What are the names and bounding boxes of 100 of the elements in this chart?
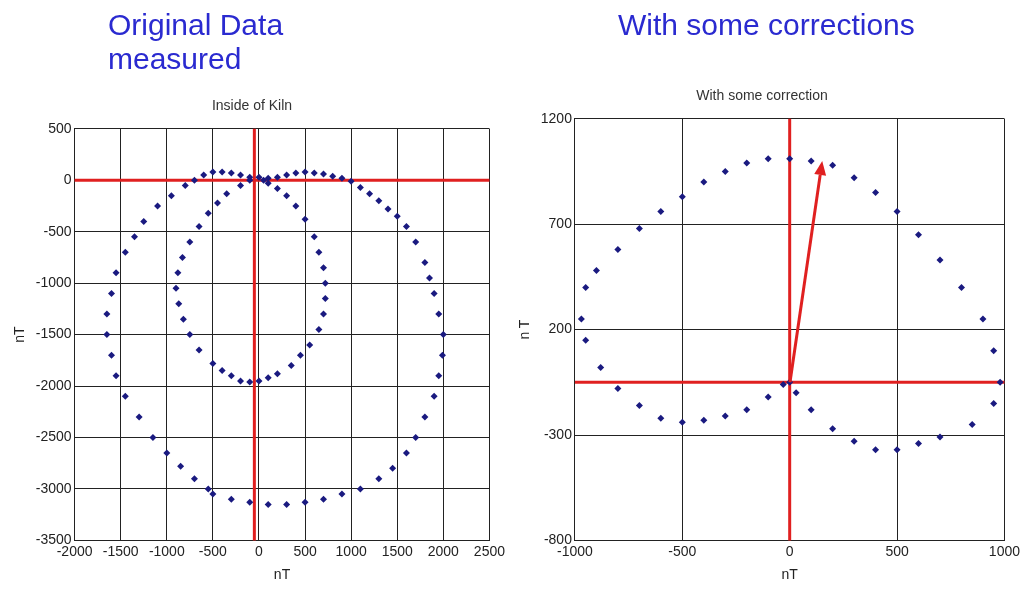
point: [227, 372, 235, 380]
x-tick-label: 500: [293, 542, 317, 559]
point: [990, 347, 998, 355]
point: [743, 159, 751, 167]
point: [990, 399, 998, 407]
point: [204, 209, 212, 217]
point: [213, 199, 221, 207]
point: [264, 179, 272, 187]
point: [264, 374, 272, 382]
point: [577, 315, 585, 323]
point: [850, 174, 858, 182]
point: [175, 300, 183, 308]
x-tick-label: 2500: [473, 542, 506, 559]
y-axis-title: n T: [516, 319, 533, 340]
x-tick-label: 0: [785, 542, 794, 559]
point: [872, 189, 880, 197]
point: [255, 377, 263, 385]
point: [195, 346, 203, 354]
y-tick-label: -2000: [35, 376, 72, 393]
point: [246, 378, 254, 386]
x-tick-label: 500: [885, 542, 909, 559]
point: [779, 380, 787, 388]
point: [700, 416, 708, 424]
point: [829, 425, 837, 433]
point: [320, 310, 327, 318]
point: [592, 267, 600, 275]
point: [721, 412, 729, 420]
point: [186, 238, 194, 246]
point: [255, 173, 263, 181]
x-axis-title: nT: [273, 566, 291, 583]
y-tick-label: -3000: [35, 479, 72, 496]
y-tick-label: -1000: [35, 274, 72, 291]
y-tick-label: 200: [548, 320, 573, 337]
point: [172, 284, 180, 292]
point: [296, 351, 304, 359]
point: [915, 439, 923, 447]
point: [209, 359, 217, 367]
point: [968, 420, 976, 428]
point: [996, 378, 1004, 386]
point: [614, 385, 622, 393]
x-tick-label: -1500: [102, 542, 139, 559]
x-tick-label: 0: [255, 542, 264, 559]
point: [582, 283, 590, 291]
point: [721, 168, 729, 175]
point: [936, 256, 944, 264]
point: [260, 176, 268, 184]
point: [614, 246, 622, 253]
y-tick-label: 500: [48, 119, 72, 136]
point: [178, 253, 186, 261]
point: [321, 279, 329, 287]
point: [321, 295, 329, 303]
point: [237, 181, 245, 189]
y-tick-label: 0: [63, 171, 72, 188]
point: [850, 437, 858, 445]
point: [957, 283, 965, 291]
point: [218, 367, 226, 375]
point: [273, 184, 281, 192]
point: [893, 208, 901, 216]
point: [315, 248, 323, 256]
point: [186, 331, 194, 339]
point: [287, 361, 295, 369]
chart-title: Original Data measured: [108, 8, 284, 76]
point: [792, 389, 800, 397]
point: [786, 155, 794, 163]
point: [635, 224, 643, 232]
y-axis-title: nT: [11, 325, 28, 343]
point: [764, 393, 772, 401]
point: [301, 215, 309, 223]
point: [273, 370, 281, 378]
x-tick-label: 1500: [381, 542, 414, 559]
point: [195, 223, 203, 231]
point: [657, 414, 665, 422]
x-tick-label: -500: [668, 542, 697, 559]
point: [807, 406, 815, 414]
point: [223, 190, 231, 198]
point: [700, 178, 708, 186]
y-tick-label: -1500: [35, 325, 72, 342]
x-tick-label: -500: [198, 542, 228, 559]
point: [829, 161, 837, 169]
point: [979, 315, 987, 323]
chart-subtitle: Inside of Kiln: [211, 97, 293, 114]
x-tick-label: 2000: [427, 542, 460, 559]
y-tick-label: -2500: [35, 428, 72, 445]
x-tick-label: -1000: [148, 542, 185, 559]
point: [597, 364, 605, 372]
point: [306, 341, 314, 349]
y-tick-label: -300: [543, 425, 573, 442]
point: [657, 208, 665, 216]
point: [678, 193, 686, 201]
y-tick-label: 1200: [540, 109, 573, 126]
point: [237, 377, 245, 385]
point: [807, 157, 815, 165]
point: [764, 155, 772, 163]
y-tick-label: -500: [43, 222, 72, 239]
point: [915, 231, 923, 239]
point: [582, 336, 590, 344]
x-tick-label: 1000: [335, 542, 367, 559]
point: [310, 233, 318, 241]
point: [936, 433, 944, 441]
point: [315, 325, 323, 333]
